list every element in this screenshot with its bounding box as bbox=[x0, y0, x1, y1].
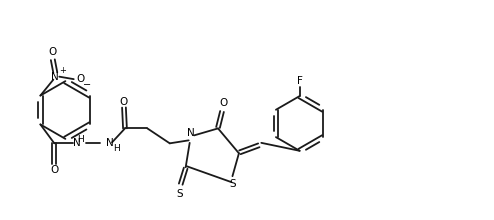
Text: O: O bbox=[49, 47, 57, 57]
Text: N: N bbox=[51, 72, 59, 82]
Text: −: − bbox=[83, 80, 91, 90]
Text: S: S bbox=[176, 189, 183, 199]
Text: O: O bbox=[219, 97, 227, 108]
Text: N: N bbox=[73, 138, 81, 148]
Text: +: + bbox=[59, 66, 66, 75]
Text: O: O bbox=[50, 165, 58, 175]
Text: S: S bbox=[229, 179, 236, 189]
Text: H: H bbox=[77, 135, 83, 144]
Text: N: N bbox=[106, 138, 114, 148]
Text: O: O bbox=[77, 74, 85, 84]
Text: H: H bbox=[113, 144, 120, 153]
Text: N: N bbox=[187, 128, 195, 138]
Text: F: F bbox=[297, 76, 302, 86]
Text: O: O bbox=[120, 97, 128, 106]
